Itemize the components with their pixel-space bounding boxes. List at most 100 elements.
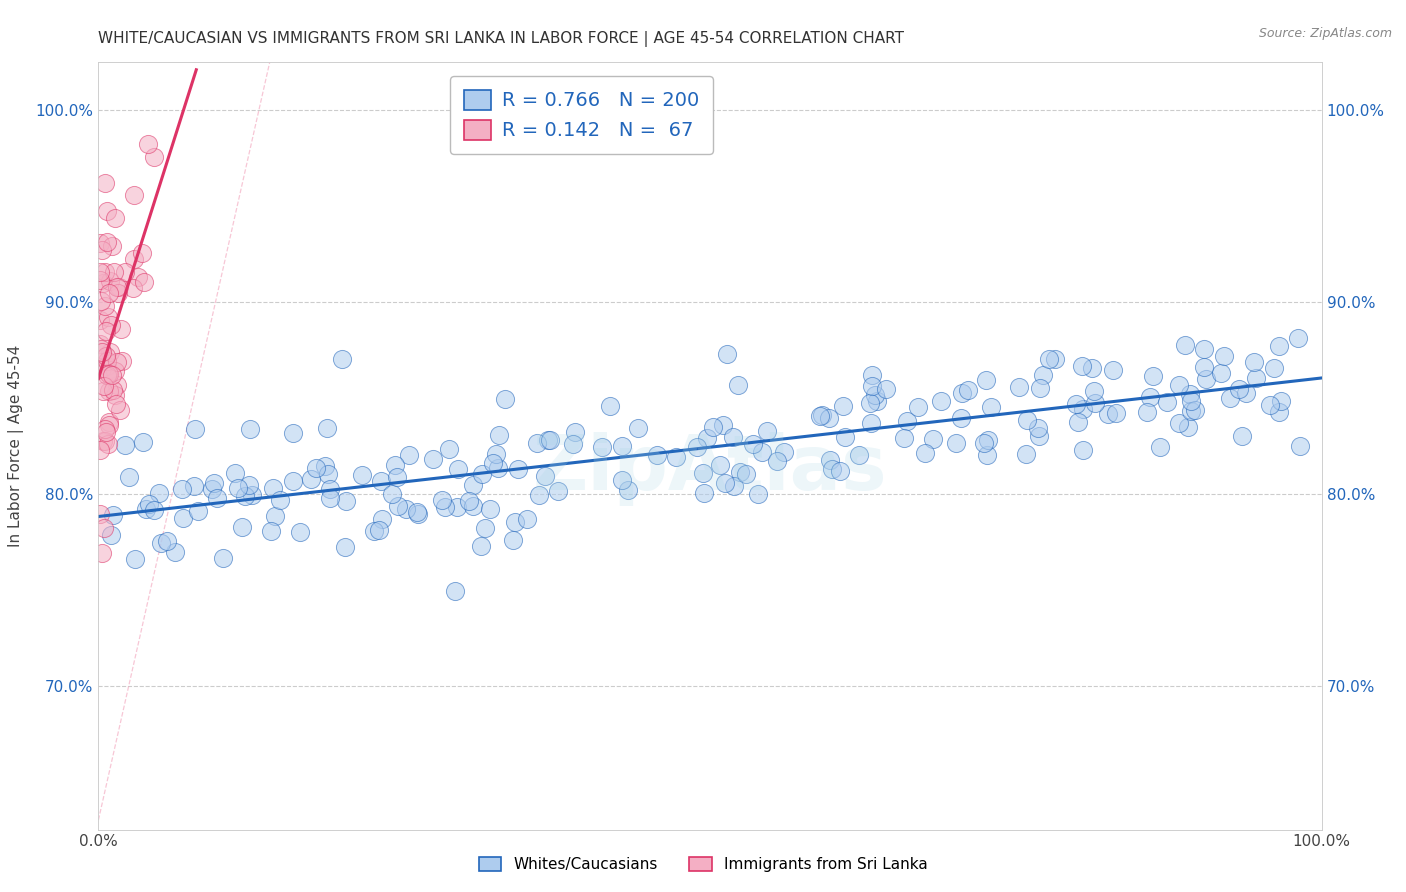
Legend: R = 0.766   N = 200, R = 0.142   N =  67: R = 0.766 N = 200, R = 0.142 N = 67 — [450, 76, 713, 154]
Point — [457, 494, 479, 508]
Point — [929, 394, 952, 409]
Point — [107, 286, 129, 301]
Point — [1038, 352, 1060, 367]
Point — [1105, 406, 1128, 420]
Point — [143, 150, 166, 164]
Point — [288, 525, 311, 540]
Point — [363, 524, 385, 538]
Point — [93, 378, 115, 392]
Point — [834, 429, 856, 443]
Point — [1142, 368, 1164, 383]
Point — [142, 503, 165, 517]
Point — [1286, 330, 1309, 344]
Point — [240, 488, 263, 502]
Point — [818, 453, 841, 467]
Point — [239, 422, 262, 436]
Point — [527, 487, 550, 501]
Point — [755, 424, 778, 438]
Point — [127, 270, 149, 285]
Point — [100, 528, 122, 542]
Point — [808, 409, 831, 424]
Point — [110, 322, 132, 336]
Point — [98, 344, 121, 359]
Point — [1180, 404, 1202, 418]
Point — [98, 274, 121, 288]
Point — [114, 438, 136, 452]
Point — [433, 500, 456, 514]
Point — [370, 512, 392, 526]
Point — [875, 382, 897, 396]
Point — [1083, 384, 1105, 398]
Point — [1184, 402, 1206, 417]
Point — [1045, 352, 1067, 367]
Point — [709, 458, 731, 472]
Point — [976, 448, 998, 462]
Point — [370, 474, 392, 488]
Point — [305, 460, 328, 475]
Point — [1015, 413, 1038, 427]
Point — [283, 475, 305, 489]
Point — [104, 397, 127, 411]
Point — [860, 378, 883, 392]
Point — [105, 279, 128, 293]
Point — [96, 235, 118, 249]
Point — [534, 468, 557, 483]
Point — [122, 187, 145, 202]
Point — [1136, 405, 1159, 419]
Point — [1227, 382, 1250, 396]
Point — [90, 243, 112, 257]
Point — [865, 393, 887, 408]
Text: ZipAtlas: ZipAtlas — [533, 432, 887, 506]
Point — [315, 421, 337, 435]
Point — [945, 435, 967, 450]
Point — [367, 523, 389, 537]
Point — [97, 366, 120, 380]
Point — [723, 479, 745, 493]
Point — [1213, 350, 1236, 364]
Point — [1268, 405, 1291, 419]
Point — [980, 400, 1002, 414]
Point — [1288, 439, 1310, 453]
Point — [817, 411, 839, 425]
Point — [470, 539, 492, 553]
Point — [506, 462, 529, 476]
Point — [97, 415, 120, 429]
Point — [395, 502, 418, 516]
Point — [183, 478, 205, 492]
Point — [104, 363, 127, 377]
Point — [105, 354, 128, 368]
Point — [149, 535, 172, 549]
Point — [949, 411, 972, 425]
Point — [91, 434, 114, 448]
Point — [860, 416, 883, 430]
Point — [914, 446, 936, 460]
Point — [848, 448, 870, 462]
Point — [626, 421, 648, 435]
Point — [314, 458, 336, 473]
Point — [89, 273, 111, 287]
Legend: Whites/Caucasians, Immigrants from Sri Lanka: Whites/Caucasians, Immigrants from Sri L… — [471, 849, 935, 880]
Point — [264, 509, 287, 524]
Point — [692, 466, 714, 480]
Point — [537, 433, 560, 447]
Point — [91, 345, 114, 359]
Point — [335, 541, 357, 555]
Point — [1168, 416, 1191, 430]
Point — [94, 434, 117, 448]
Point — [96, 204, 118, 219]
Point — [766, 454, 789, 468]
Point — [283, 426, 305, 441]
Point — [1174, 338, 1197, 352]
Point — [471, 467, 494, 481]
Point — [122, 252, 145, 267]
Point — [957, 383, 980, 397]
Point — [89, 235, 111, 250]
Point — [184, 422, 207, 436]
Point — [1194, 359, 1216, 374]
Point — [561, 436, 583, 450]
Point — [100, 368, 122, 382]
Point — [93, 277, 115, 291]
Point — [387, 499, 409, 513]
Point — [262, 481, 284, 495]
Point — [91, 361, 114, 376]
